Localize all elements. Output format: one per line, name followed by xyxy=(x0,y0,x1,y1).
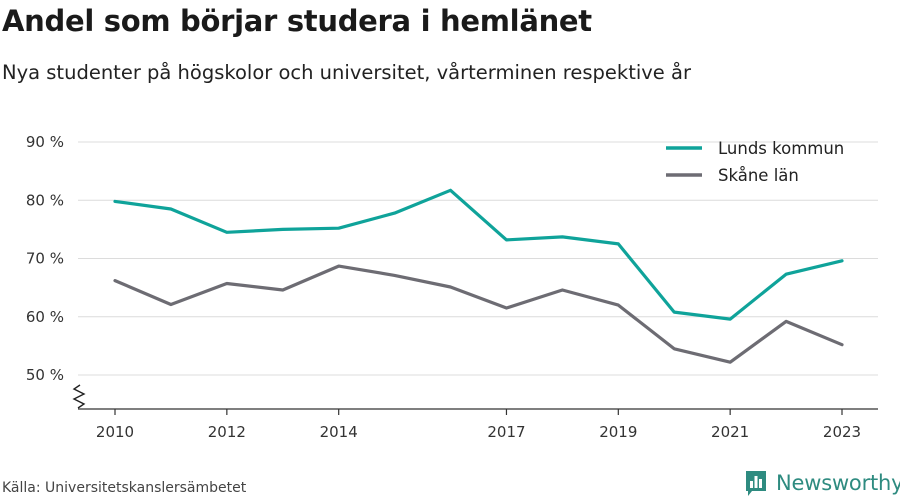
x-axis: 2010 2012 2014 2017 2019 2021 2023 xyxy=(78,408,878,441)
y-tick-label: 80 % xyxy=(26,191,64,209)
chart-subtitle: Nya studenter på högskolor och universit… xyxy=(2,61,691,84)
legend: Lunds kommun Skåne län xyxy=(666,139,844,185)
brand-logo: Newsworthy xyxy=(744,468,900,498)
legend-label: Lunds kommun xyxy=(718,139,844,158)
newsworthy-logo-icon xyxy=(746,471,766,496)
axis-break-icon xyxy=(72,384,86,409)
x-tick-label: 2019 xyxy=(599,423,637,441)
y-tick-label: 50 % xyxy=(26,366,64,384)
x-tick-label: 2014 xyxy=(320,423,358,441)
series-lines xyxy=(113,188,844,364)
legend-label: Skåne län xyxy=(718,166,799,185)
source-note: Källa: Universitetskanslersämbetet xyxy=(2,480,247,496)
series-line-lunds-kommun xyxy=(113,188,844,321)
y-tick-label: 60 % xyxy=(26,308,64,326)
y-tick-label: 70 % xyxy=(26,250,64,268)
chart-title: Andel som börjar studera i hemlänet xyxy=(2,4,592,38)
grid-lines xyxy=(78,141,878,376)
x-tick-label: 2023 xyxy=(823,423,861,441)
series-line-skane-lan xyxy=(113,264,844,364)
x-tick-label: 2021 xyxy=(711,423,749,441)
y-axis-ticks: 50 % 60 % 70 % 80 % 90 % xyxy=(26,133,86,409)
x-tick-label: 2017 xyxy=(487,423,525,441)
y-tick-label: 90 % xyxy=(26,133,64,151)
x-tick-label: 2010 xyxy=(96,423,134,441)
x-tick-label: 2012 xyxy=(208,423,246,441)
brand-name: Newsworthy xyxy=(776,471,900,495)
